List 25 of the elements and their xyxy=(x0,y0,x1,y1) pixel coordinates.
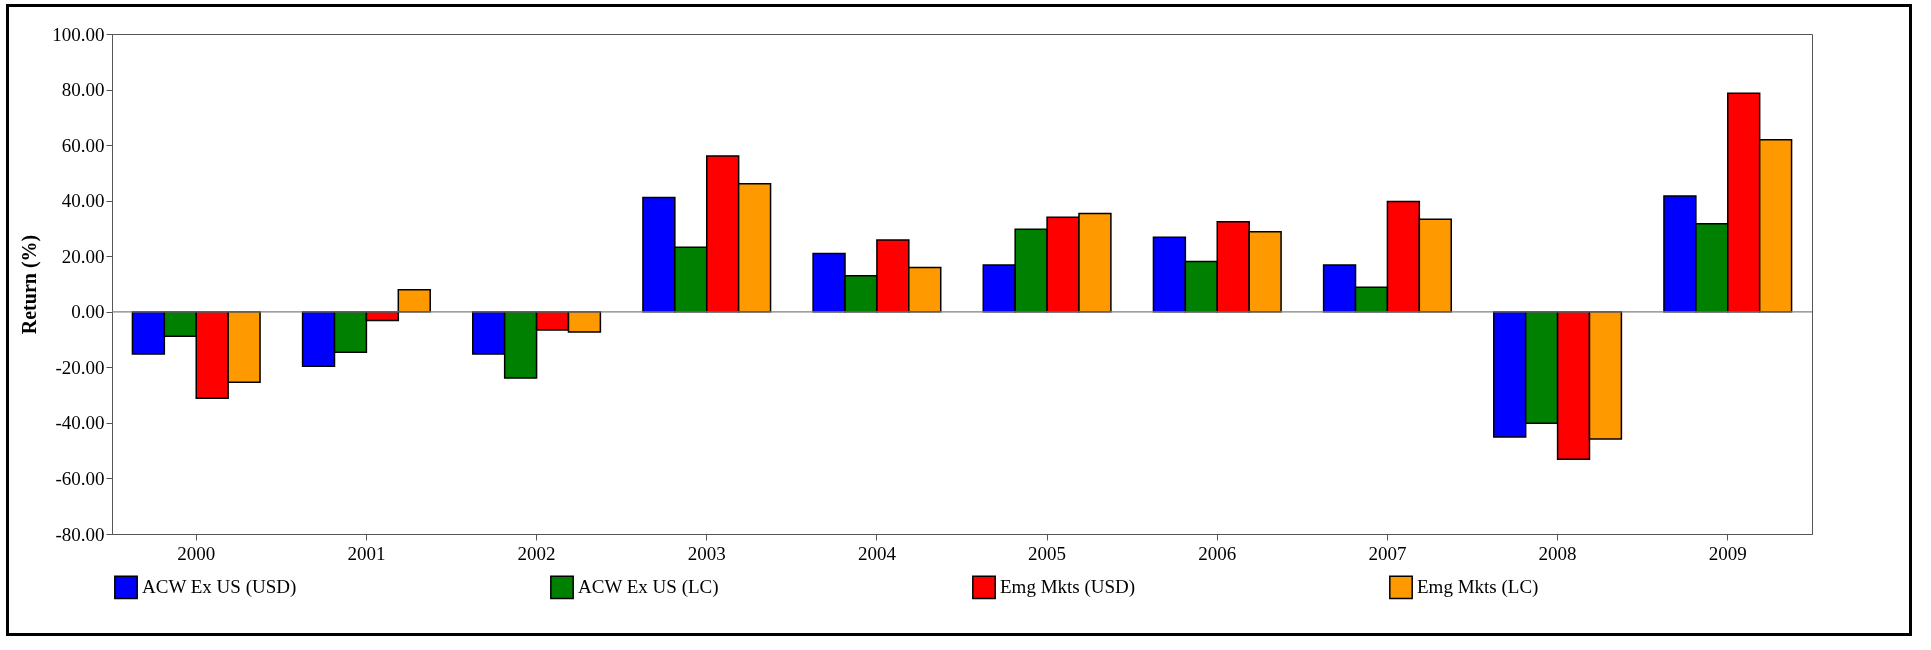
x-tick-label: 2006 xyxy=(1198,542,1237,564)
x-tick-label: 2002 xyxy=(517,542,556,564)
x-tick-label: 2003 xyxy=(687,542,726,564)
y-tick-label: 0.00 xyxy=(71,301,105,323)
y-tick-label: 100.00 xyxy=(52,23,105,45)
x-tick-label: 2005 xyxy=(1028,542,1067,564)
legend-label: Emg Mkts (LC) xyxy=(1417,576,1539,599)
y-tick-label: -80.00 xyxy=(55,523,105,545)
x-tick-label: 2009 xyxy=(1708,542,1747,564)
y-axis-title: Return (%) xyxy=(18,234,42,335)
legend-label: ACW Ex US (LC) xyxy=(578,576,719,599)
legend-label: Emg Mkts (USD) xyxy=(1000,576,1136,599)
x-tick-label: 2000 xyxy=(177,542,216,564)
x-tick-label: 2007 xyxy=(1368,542,1407,564)
x-tick-label: 2004 xyxy=(857,542,897,564)
y-tick-label: -40.00 xyxy=(55,412,105,434)
y-tick-label: 20.00 xyxy=(61,245,105,267)
y-tick-label: -60.00 xyxy=(55,467,105,489)
x-tick-label: 2001 xyxy=(347,542,386,564)
y-tick-label: 80.00 xyxy=(61,79,105,101)
x-tick-label: 2008 xyxy=(1538,542,1577,564)
y-tick-label: 40.00 xyxy=(61,190,105,212)
y-tick-label: 60.00 xyxy=(61,134,105,156)
legend-label: ACW Ex US (USD) xyxy=(142,576,297,599)
y-tick-label: -20.00 xyxy=(55,356,105,378)
